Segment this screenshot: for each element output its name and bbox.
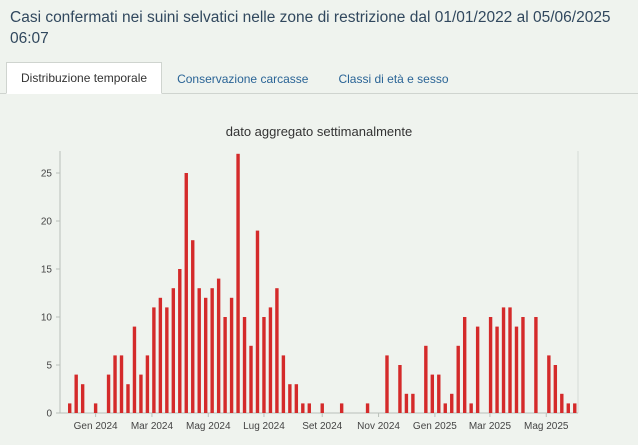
bar[interactable] xyxy=(443,403,447,413)
axis-tick-label: Mar 2024 xyxy=(131,421,174,432)
bar[interactable] xyxy=(288,384,292,413)
bar[interactable] xyxy=(495,326,499,413)
axis-tick-label: Mar 2025 xyxy=(469,421,512,432)
bar-chart: 0 5 10 15 20 25 Gen 2024 Mar 2024 Mag 2024 Lug 20… xyxy=(41,150,579,432)
axis-tick-label: 0 xyxy=(46,408,52,419)
axis-tick-label: 25 xyxy=(41,168,53,179)
axis-tick-label: 20 xyxy=(41,216,53,227)
bar[interactable] xyxy=(255,230,260,413)
bar[interactable] xyxy=(553,364,558,413)
bar[interactable] xyxy=(514,326,519,413)
bar[interactable] xyxy=(242,316,247,413)
bar[interactable] xyxy=(268,307,273,413)
tab-distribuzione-temporale[interactable]: Distribuzione temporale xyxy=(6,61,163,94)
bar[interactable] xyxy=(178,268,182,413)
bar[interactable] xyxy=(229,297,234,413)
bar[interactable] xyxy=(385,355,389,413)
bar[interactable] xyxy=(573,403,577,413)
bar[interactable] xyxy=(404,393,409,413)
bar[interactable] xyxy=(132,326,137,413)
axis-tick-label: Nov 2024 xyxy=(357,421,400,432)
bar[interactable] xyxy=(184,172,188,413)
bar[interactable] xyxy=(411,393,415,413)
bar[interactable] xyxy=(165,307,169,413)
page-title: Casi confermati nei suini selvatici nell… xyxy=(10,9,611,47)
bar[interactable] xyxy=(339,403,344,413)
bar[interactable] xyxy=(152,307,156,413)
bar[interactable] xyxy=(365,403,370,413)
tab-conservazione-carcasse[interactable]: Conservazione carcasse xyxy=(177,71,309,86)
bar[interactable] xyxy=(93,403,98,413)
bar[interactable] xyxy=(501,307,506,413)
bar[interactable] xyxy=(462,316,467,413)
tab-bar: Distribuzione temporale Conservazione ca… xyxy=(0,61,638,94)
bar[interactable] xyxy=(398,364,402,413)
bar[interactable] xyxy=(424,345,428,413)
bar[interactable] xyxy=(203,297,208,413)
bar[interactable] xyxy=(197,288,201,413)
bar[interactable] xyxy=(158,297,163,413)
bar[interactable] xyxy=(521,316,525,413)
bar[interactable] xyxy=(456,345,460,413)
bar[interactable] xyxy=(450,393,454,413)
bar[interactable] xyxy=(488,316,493,413)
bar[interactable] xyxy=(191,240,195,413)
bar[interactable] xyxy=(307,403,311,413)
bar[interactable] xyxy=(210,288,214,413)
bar[interactable] xyxy=(437,374,441,413)
axis-tick-label: Lug 2024 xyxy=(243,421,285,432)
axis-tick-label: 15 xyxy=(41,264,53,275)
bar[interactable] xyxy=(294,384,299,413)
axis-tick-label: Gen 2024 xyxy=(74,421,118,432)
bar[interactable] xyxy=(275,288,279,413)
bar[interactable] xyxy=(534,316,538,413)
bar[interactable] xyxy=(145,355,150,413)
axis-tick-label: 5 xyxy=(46,360,52,371)
bar[interactable] xyxy=(74,374,78,413)
bar[interactable] xyxy=(566,403,570,413)
axis-tick-label: 10 xyxy=(41,312,53,323)
bar[interactable] xyxy=(171,288,176,413)
bar[interactable] xyxy=(547,355,551,413)
bar[interactable] xyxy=(216,278,221,413)
bar[interactable] xyxy=(320,403,324,413)
bar[interactable] xyxy=(80,384,85,413)
bar[interactable] xyxy=(223,316,227,413)
axis-tick-label: Set 2024 xyxy=(302,421,342,432)
bar[interactable] xyxy=(249,345,253,413)
bar[interactable] xyxy=(281,355,286,413)
axis-tick-label: Mag 2025 xyxy=(524,421,569,432)
bar[interactable] xyxy=(68,403,72,413)
bar[interactable] xyxy=(113,355,117,413)
tab-classi-eta-sesso[interactable]: Classi di età e sesso xyxy=(338,71,449,86)
bar[interactable] xyxy=(430,374,435,413)
bar[interactable] xyxy=(139,374,143,413)
bar[interactable] xyxy=(119,355,124,413)
bar[interactable] xyxy=(262,316,266,413)
bar[interactable] xyxy=(469,403,473,413)
bar[interactable] xyxy=(126,384,130,413)
bar[interactable] xyxy=(301,403,305,413)
chart-title: dato aggregato settimanalmente xyxy=(225,123,413,139)
bar[interactable] xyxy=(475,326,480,413)
bar[interactable] xyxy=(508,307,512,413)
bar[interactable] xyxy=(560,393,564,413)
bar[interactable] xyxy=(106,374,111,413)
axis-tick-label: Gen 2025 xyxy=(413,421,457,432)
axis-tick-label: Mag 2024 xyxy=(186,421,231,432)
bar[interactable] xyxy=(236,153,240,413)
